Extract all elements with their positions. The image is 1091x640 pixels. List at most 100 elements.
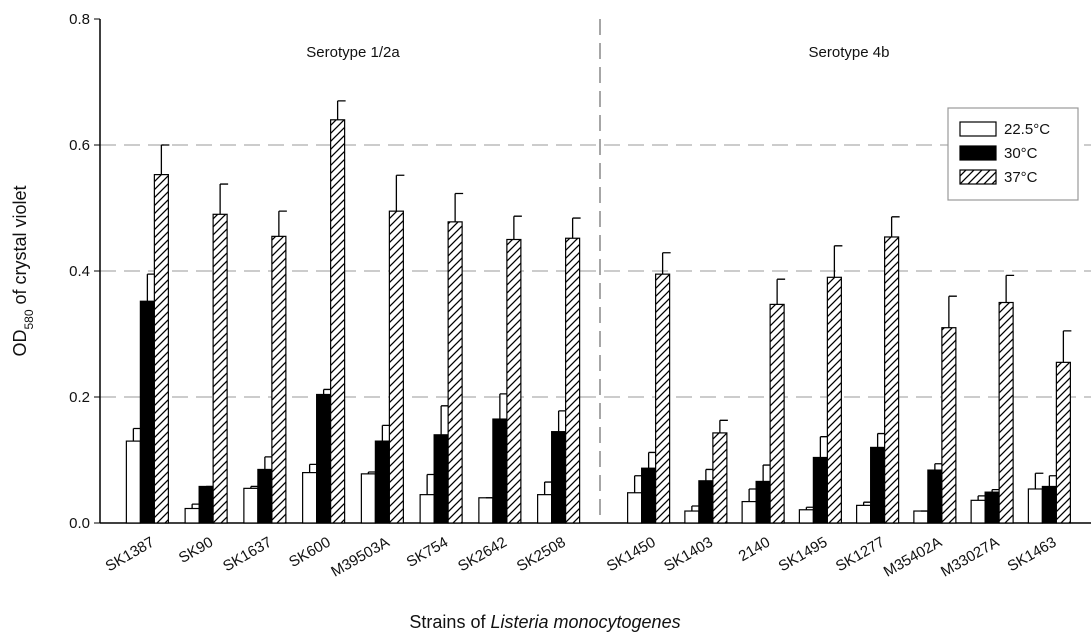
- bar: [537, 494, 553, 524]
- x-tick-label: SK754: [404, 534, 452, 571]
- legend-swatch: [959, 121, 997, 137]
- bar: [360, 473, 376, 524]
- bar: [388, 210, 404, 524]
- y-label-main: OD: [10, 330, 30, 357]
- x-tick-label: SK2508: [514, 534, 569, 575]
- legend-label: 30°C: [1004, 145, 1038, 162]
- bar: [419, 494, 435, 524]
- error-bar: [395, 174, 405, 212]
- y-tick-label: 0.0: [69, 515, 90, 532]
- error-bar: [278, 210, 287, 237]
- error-bar: [833, 245, 843, 278]
- bar: [447, 221, 463, 524]
- error-bar: [513, 215, 522, 240]
- error-bar: [219, 183, 229, 215]
- y-tick-label: 0.6: [69, 137, 90, 154]
- x-tick-label: M33027A: [938, 534, 1002, 581]
- error-bar: [661, 252, 671, 275]
- x-tick-label: M35402A: [881, 534, 945, 581]
- y-tick-label: 0.2: [69, 389, 90, 406]
- bar: [826, 276, 842, 524]
- bar: [1055, 361, 1071, 524]
- error-bar: [571, 217, 581, 239]
- bar: [741, 500, 757, 524]
- bar: [641, 467, 657, 524]
- error-bar: [1005, 274, 1015, 303]
- bar: [184, 507, 200, 524]
- x-tick-label: SK600: [286, 534, 334, 571]
- x-axis-label: Strains of Listeria monocytogenes: [409, 612, 680, 632]
- bar: [243, 487, 259, 524]
- error-bar: [776, 278, 786, 305]
- x-label-plain: Strains of: [409, 612, 486, 632]
- group-label: Serotype 4b: [809, 44, 890, 61]
- bar: [812, 456, 828, 524]
- y-label-sub: 580: [22, 309, 36, 329]
- bar: [374, 440, 390, 524]
- bar: [139, 300, 155, 524]
- bar: [1027, 488, 1043, 524]
- y-axis-label: OD580 of crystal violet: [10, 185, 36, 356]
- bar: [302, 472, 318, 524]
- bar: [257, 468, 273, 524]
- x-tick-label: SK1495: [776, 534, 831, 575]
- legend-label: 37°C: [1004, 169, 1038, 186]
- bar: [492, 418, 508, 524]
- bar: [712, 432, 728, 524]
- x-tick-label: SK1463: [1005, 534, 1060, 575]
- bar: [755, 480, 771, 524]
- bar: [330, 119, 346, 524]
- bar: [506, 238, 522, 524]
- bar: [870, 446, 886, 524]
- x-tick-label: 2140: [736, 534, 773, 565]
- bar: [153, 174, 169, 524]
- error-bar: [890, 216, 900, 237]
- bar: [627, 492, 643, 524]
- error-bar: [336, 100, 346, 120]
- bar: [941, 327, 957, 524]
- error-bar: [1062, 330, 1072, 363]
- legend-swatch: [959, 169, 997, 185]
- x-tick-label: SK1637: [220, 534, 275, 575]
- legend-label: 22.5°C: [1004, 121, 1050, 138]
- bar: [478, 497, 494, 524]
- bar: [655, 273, 671, 524]
- y-tick-label: 0.4: [69, 263, 90, 280]
- bar: [913, 510, 929, 524]
- x-tick-label: SK2642: [455, 534, 510, 575]
- bar: [433, 434, 449, 524]
- bar: [698, 480, 714, 524]
- x-label-italic: Listeria monocytogenes: [490, 612, 680, 632]
- bar: [970, 499, 986, 524]
- bar: [769, 303, 785, 524]
- bar: [984, 491, 1000, 524]
- x-tick-label: M39503A: [328, 534, 392, 581]
- y-tick-label: 0.8: [69, 11, 90, 28]
- bar: [565, 237, 581, 524]
- group-label: Serotype 1/2a: [306, 44, 400, 61]
- error-bar: [948, 295, 957, 328]
- bar: [856, 504, 872, 524]
- legend-swatch: [959, 145, 997, 161]
- y-label-rest: of crystal violet: [10, 185, 30, 304]
- bar: [551, 431, 567, 524]
- bar: [125, 440, 141, 524]
- x-tick-label: SK1387: [103, 534, 158, 575]
- bar: [927, 469, 943, 524]
- bar: [271, 235, 287, 524]
- error-bar: [1034, 472, 1044, 489]
- x-tick-label: SK1403: [661, 534, 716, 575]
- bar: [998, 301, 1014, 524]
- x-tick-label: SK1450: [604, 534, 659, 575]
- bar: [212, 213, 228, 524]
- bar: [798, 509, 814, 524]
- x-tick-label: SK1277: [833, 534, 888, 575]
- bar: [1041, 485, 1057, 524]
- error-bar: [454, 192, 464, 222]
- error-bar: [719, 419, 728, 433]
- x-tick-label: SK90: [176, 534, 216, 567]
- bar: [884, 236, 900, 524]
- bar: [684, 510, 700, 524]
